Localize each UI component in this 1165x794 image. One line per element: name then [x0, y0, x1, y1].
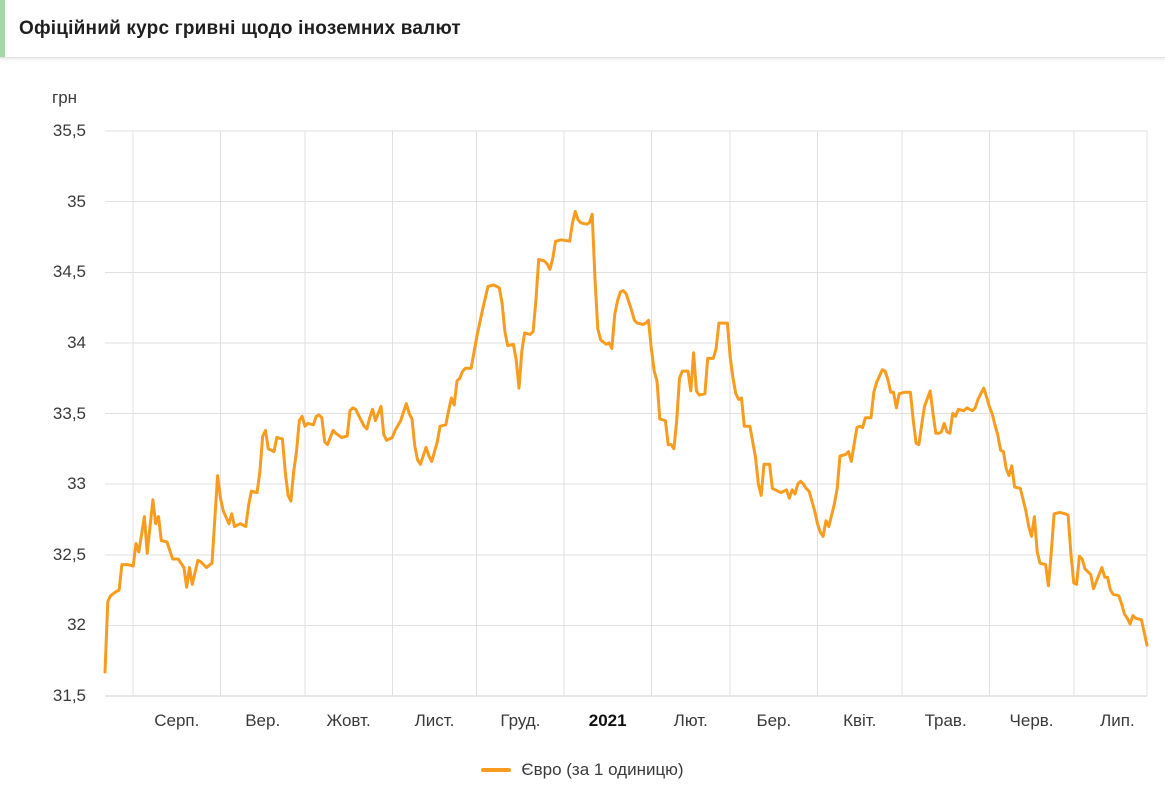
y-axis-tick-label: 35,5 [52, 121, 86, 140]
x-axis-tick-label: Груд. [500, 711, 541, 730]
y-axis-tick-label: 33,5 [52, 403, 86, 423]
header-accent-bar [0, 0, 5, 57]
series-line-euro [103, 210, 1149, 674]
y-axis-tick-label: 32,5 [52, 544, 86, 564]
x-axis-tick-label: Серп. [154, 711, 200, 730]
y-axis-tick-label: 35 [67, 191, 86, 211]
x-axis-tick-label: Лип. [1100, 711, 1135, 730]
chart-canvas [103, 130, 1149, 697]
page-title: Офіційний курс гривні щодо іноземних вал… [19, 17, 461, 39]
header: Офіційний курс гривні щодо іноземних вал… [0, 0, 1165, 58]
x-axis-tick-label: Вер. [245, 711, 281, 730]
x-axis-tick-label: Трав. [924, 711, 967, 730]
x-axis-tick-label: Жовт. [326, 711, 371, 730]
x-axis-tick-label: Квіт. [843, 711, 877, 730]
x-axis-tick-label: 2021 [588, 711, 627, 730]
x-axis-tick-label: Бер. [756, 711, 792, 730]
y-axis-tick-label: 31,5 [52, 686, 86, 705]
y-axis-tick-label: 34,5 [52, 262, 86, 282]
x-axis-tick-label: Лют. [673, 711, 708, 730]
legend: Євро (за 1 одиницю) [0, 760, 1165, 780]
x-axis-tick-label: Лист. [414, 711, 455, 730]
x-axis-tick-label: Черв. [1009, 711, 1054, 730]
y-axis-tick-label: 33 [67, 474, 86, 494]
y-axis-tick-label: 32 [67, 615, 86, 635]
exchange-rate-line-chart: грн 35,5 35 34,5 34 33,5 33 32,5 32 31,5 Серп. Ве… [0, 58, 1165, 794]
legend-line-swatch [481, 768, 512, 772]
y-axis-unit-label: грн [52, 88, 78, 107]
legend-series-label: Євро (за 1 одиницю) [521, 760, 684, 779]
y-axis-tick-label: 34 [67, 332, 86, 352]
